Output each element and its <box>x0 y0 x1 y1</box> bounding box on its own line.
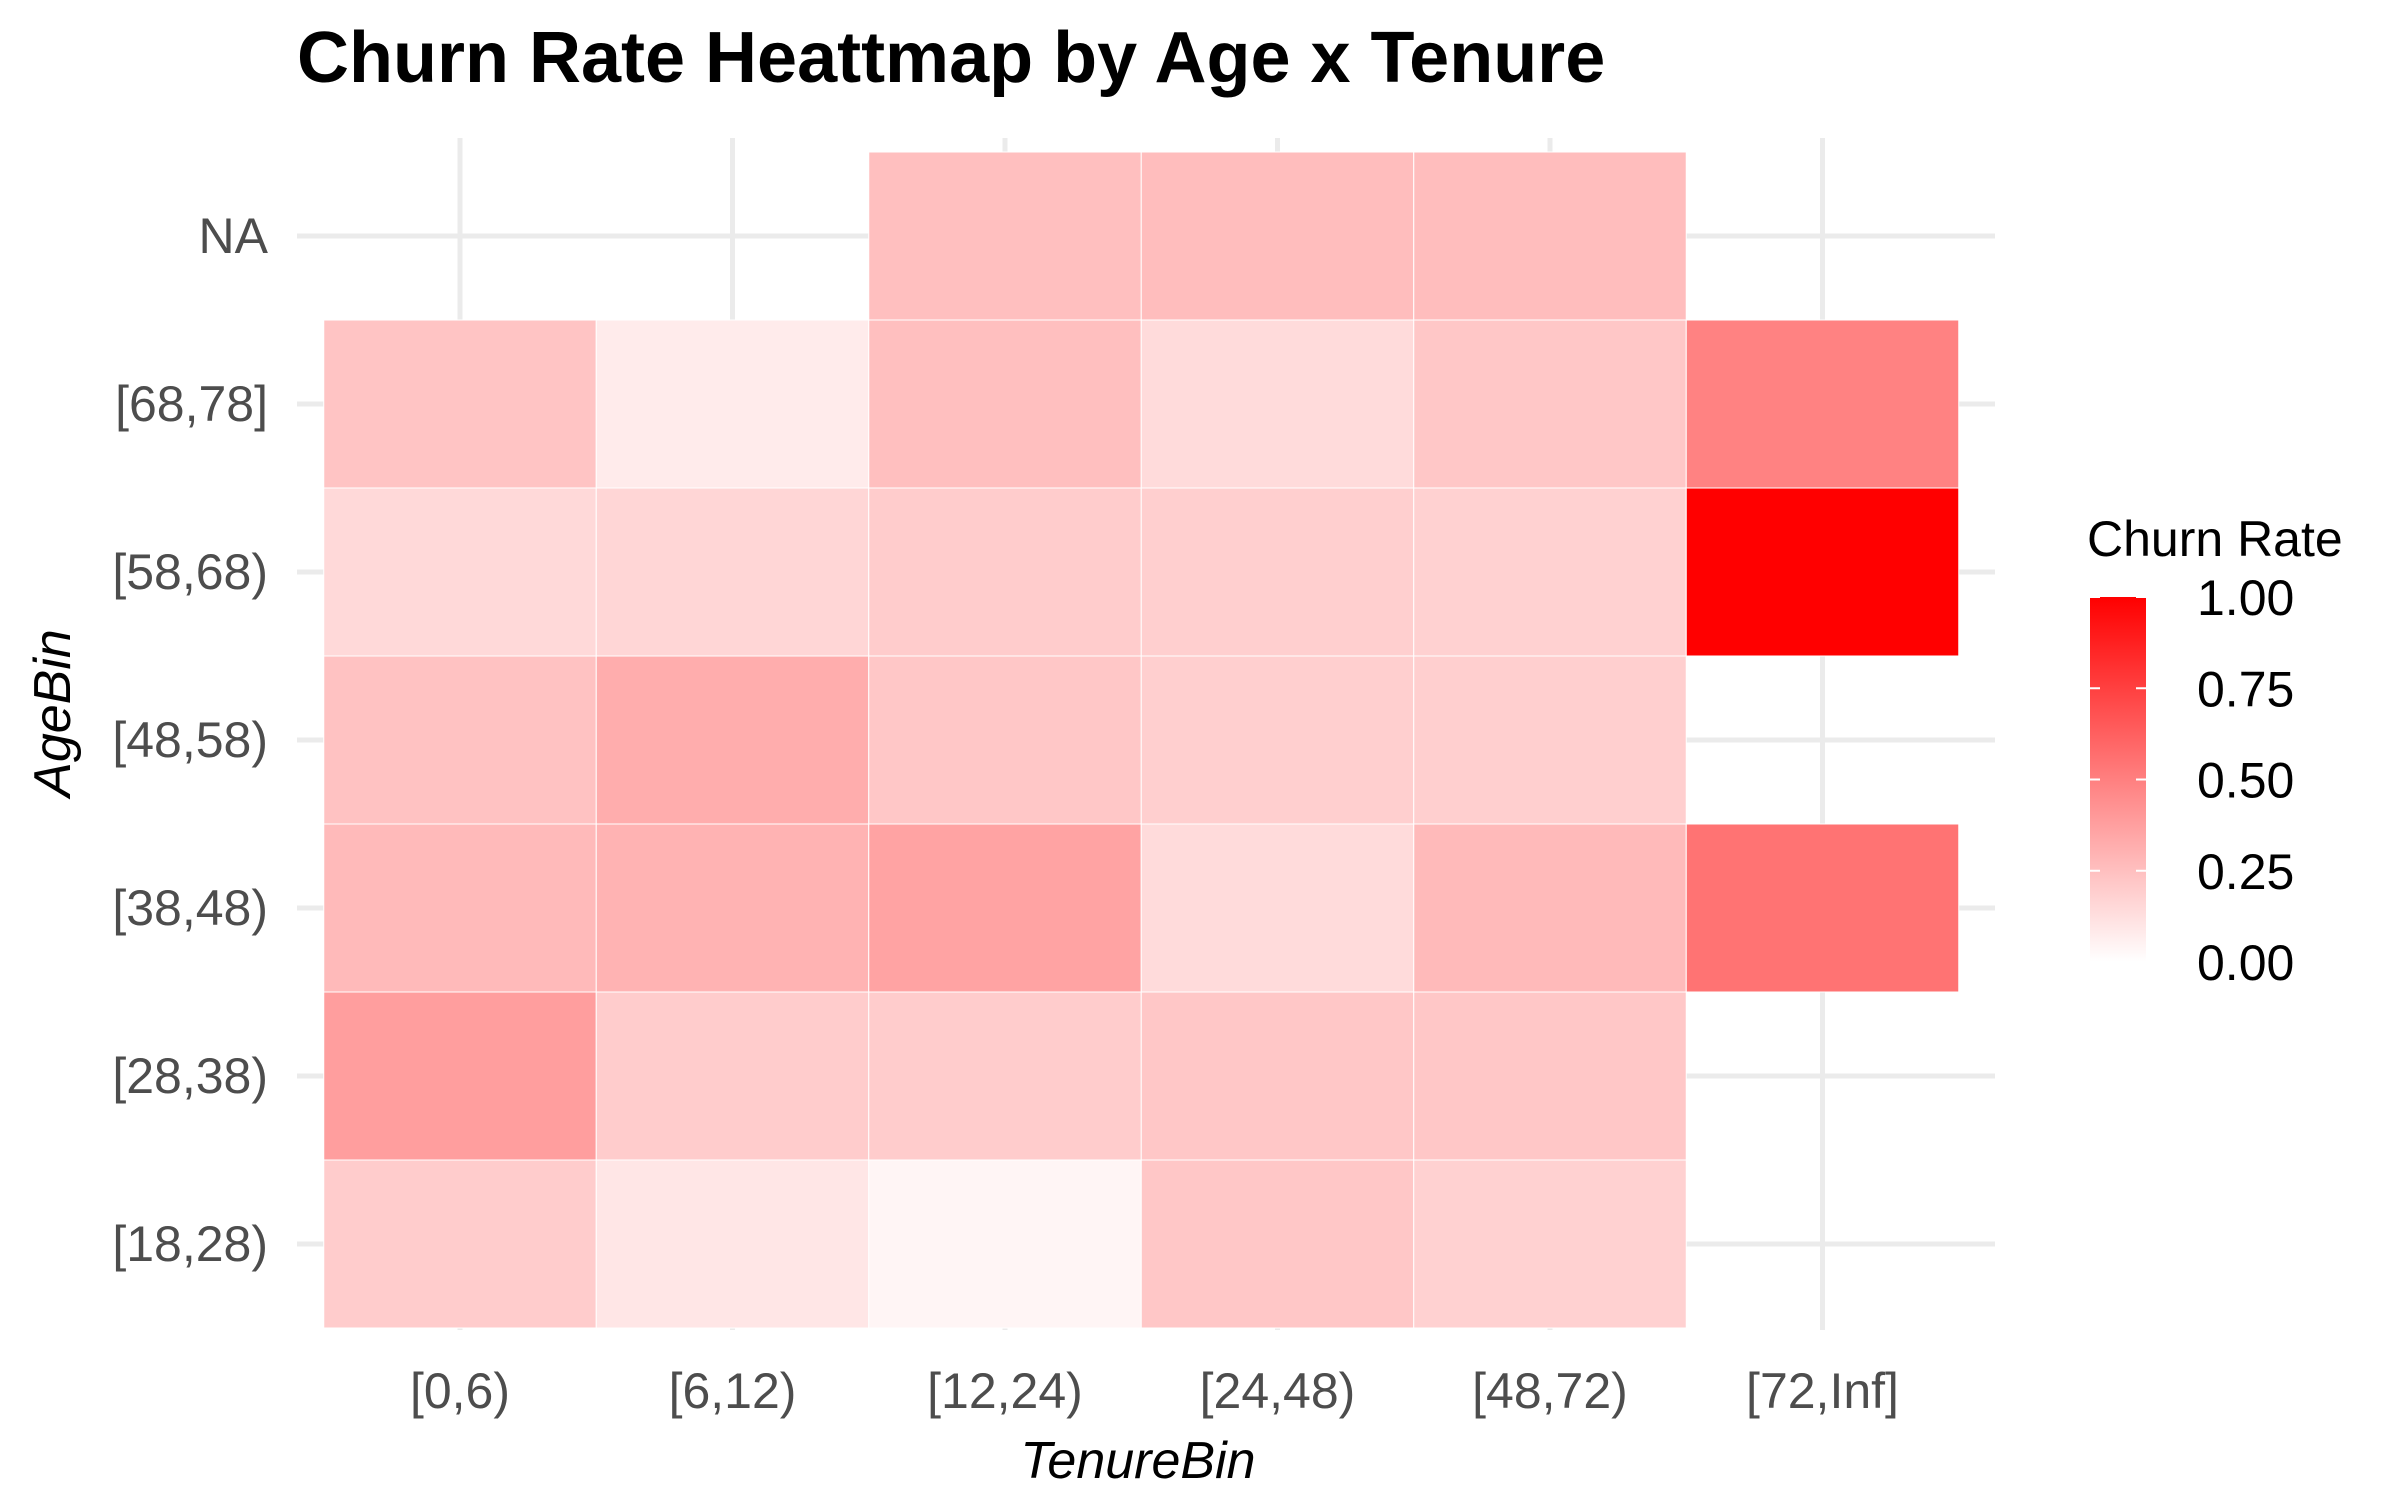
heatmap-cell <box>868 151 1142 321</box>
x-tick-label: [6,12) <box>669 1363 797 1419</box>
heatmap-cell <box>595 319 870 489</box>
heatmap-cell <box>868 487 1142 657</box>
x-axis-ticks: [0,6) [6,12) [12,24) [24,48) [48,72) [72,Inf] <box>410 1363 1899 1419</box>
y-tick-label: [18,28) <box>112 1216 268 1272</box>
heatmap-cell <box>1685 487 1960 657</box>
heatmap-cell <box>595 1159 870 1329</box>
x-tick-label: [24,48) <box>1200 1363 1356 1419</box>
heatmap-cell <box>323 487 597 657</box>
y-tick-label: NA <box>199 208 269 264</box>
chart-title: Churn Rate Heattmap by Age x Tenure <box>297 18 1605 98</box>
heatmap-cell <box>323 1159 597 1329</box>
heatmap-cell <box>868 319 1142 489</box>
x-tick-label: [12,24) <box>927 1363 1083 1419</box>
legend-label: 0.75 <box>2197 661 2294 717</box>
heatmap-cell <box>1413 655 1687 825</box>
heatmap-cells <box>323 151 1960 1329</box>
heatmap-cell <box>1140 991 1415 1161</box>
heatmap-cell <box>1140 319 1415 489</box>
heatmap-cell <box>1685 319 1960 489</box>
heatmap-cell <box>595 991 870 1161</box>
heatmap-cell <box>323 991 597 1161</box>
y-tick-label: [58,68) <box>112 544 268 600</box>
heatmap-cell <box>1413 151 1687 321</box>
heatmap-cell <box>1140 151 1415 321</box>
legend-label: 0.25 <box>2197 844 2294 900</box>
heatmap-cell <box>323 319 597 489</box>
heatmap-cell <box>1140 655 1415 825</box>
heatmap-cell <box>1140 823 1415 993</box>
legend-label: 0.50 <box>2197 753 2294 809</box>
heatmap-cell <box>1413 823 1687 993</box>
y-tick-label: [38,48) <box>112 880 268 936</box>
y-tick-label: [68,78] <box>115 376 268 432</box>
x-tick-label: [0,6) <box>410 1363 510 1419</box>
y-axis-ticks: [18,28) [28,38) [38,48) [48,58) [58,68) [68,7… <box>112 208 268 1272</box>
heatmap-cell <box>595 655 870 825</box>
heatmap-cell <box>595 823 870 993</box>
heatmap-cell <box>1140 487 1415 657</box>
y-tick-label: [48,58) <box>112 712 268 768</box>
heatmap-cell <box>595 487 870 657</box>
y-axis-title: AgeBin <box>24 629 82 800</box>
legend: Churn Rate 1.00 0.75 0.50 0.25 0.00 <box>2087 511 2343 991</box>
heatmap-cell <box>868 1159 1142 1329</box>
y-tick-label: [28,38) <box>112 1048 268 1104</box>
heatmap-cell <box>1413 1159 1687 1329</box>
legend-label: 0.00 <box>2197 935 2294 991</box>
heatmap-cell <box>1685 823 1960 993</box>
heatmap-cell <box>323 655 597 825</box>
heatmap-cell <box>868 823 1142 993</box>
heatmap-cell <box>1413 487 1687 657</box>
heatmap-cell <box>1413 991 1687 1161</box>
legend-label: 1.00 <box>2197 570 2294 626</box>
heatmap-cell <box>1140 1159 1415 1329</box>
x-axis-title: TenureBin <box>1020 1432 1255 1490</box>
x-tick-label: [48,72) <box>1472 1363 1628 1419</box>
legend-title: Churn Rate <box>2087 511 2343 567</box>
x-tick-label: [72,Inf] <box>1746 1363 1899 1419</box>
heatmap-cell <box>323 823 597 993</box>
heatmap-cell <box>868 991 1142 1161</box>
heatmap-cell <box>868 655 1142 825</box>
heatmap-cell <box>1413 319 1687 489</box>
